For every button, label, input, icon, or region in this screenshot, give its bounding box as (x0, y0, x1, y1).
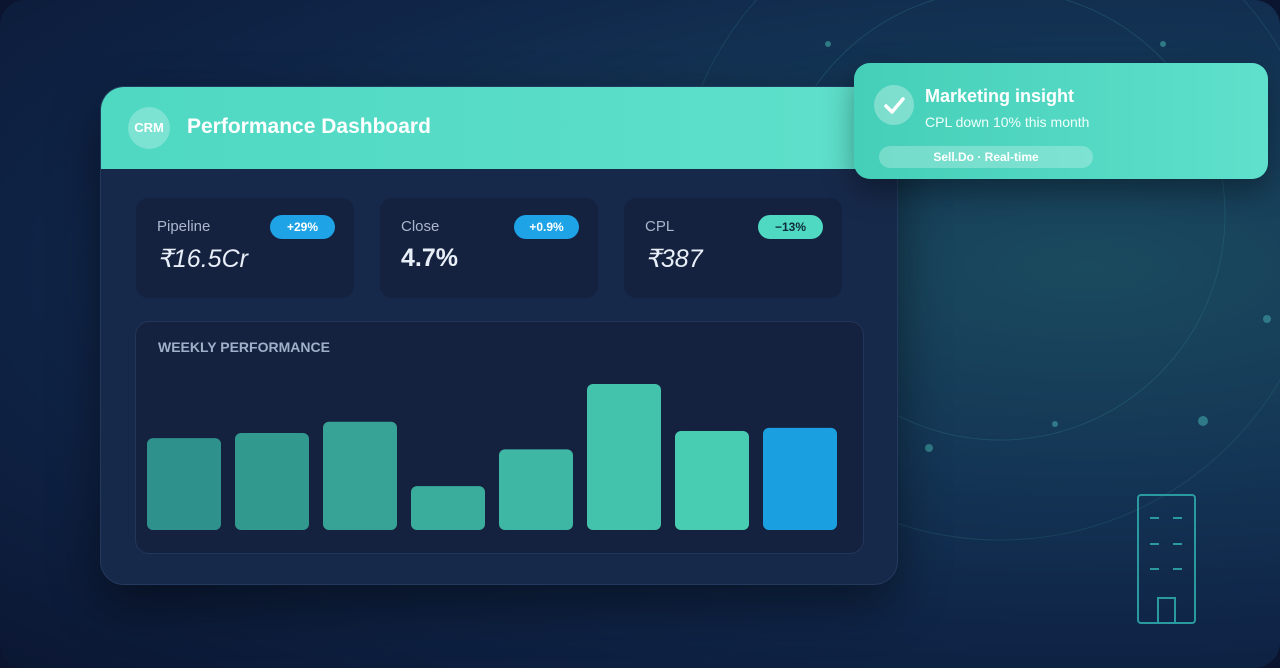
kpi-badge: +29% (270, 215, 335, 239)
chart-title: WEEKLY PERFORMANCE (158, 339, 330, 355)
notification-title: Marketing insight (925, 86, 1075, 106)
kpi-card: Pipeline ₹16.5Cr +29% (136, 198, 354, 298)
bar (587, 384, 661, 530)
bar (147, 438, 221, 530)
bar (675, 430, 749, 530)
bar (499, 449, 573, 530)
notification-tag: Sell.Do · Real-time (879, 146, 1093, 168)
kpi-badge: +0.9% (514, 215, 579, 239)
kpi-label: Pipeline (157, 218, 211, 235)
bar (235, 433, 309, 530)
kpi-card: CPL ₹387 −13% (624, 198, 842, 298)
dashboard-title: Performance Dashboard (187, 115, 431, 138)
kpi-value: 4.7% (401, 244, 458, 272)
kpi-value: ₹16.5Cr (157, 245, 248, 273)
kpi-card: Close 4.7% +0.9% (380, 198, 598, 298)
kpi-label: CPL (645, 218, 675, 235)
chart-panel: WEEKLY PERFORMANCE (135, 321, 864, 554)
notification[interactable]: Marketing insight CPL down 10% this mont… (854, 63, 1268, 179)
logo: CRM (128, 107, 170, 149)
notification-message: CPL down 10% this month (925, 114, 1090, 130)
card-header: CRM Performance Dashboard (101, 87, 897, 169)
dashboard-card: CRM Performance Dashboard Pipeline ₹16.5… (100, 86, 898, 585)
bar (323, 421, 397, 530)
kpi-label: Close (401, 218, 440, 235)
kpi-badge: −13% (758, 215, 823, 239)
kpi-value: ₹387 (645, 245, 703, 273)
check-icon (874, 85, 914, 125)
bar-chart (147, 384, 837, 530)
bar (411, 486, 485, 530)
bar (763, 427, 837, 530)
